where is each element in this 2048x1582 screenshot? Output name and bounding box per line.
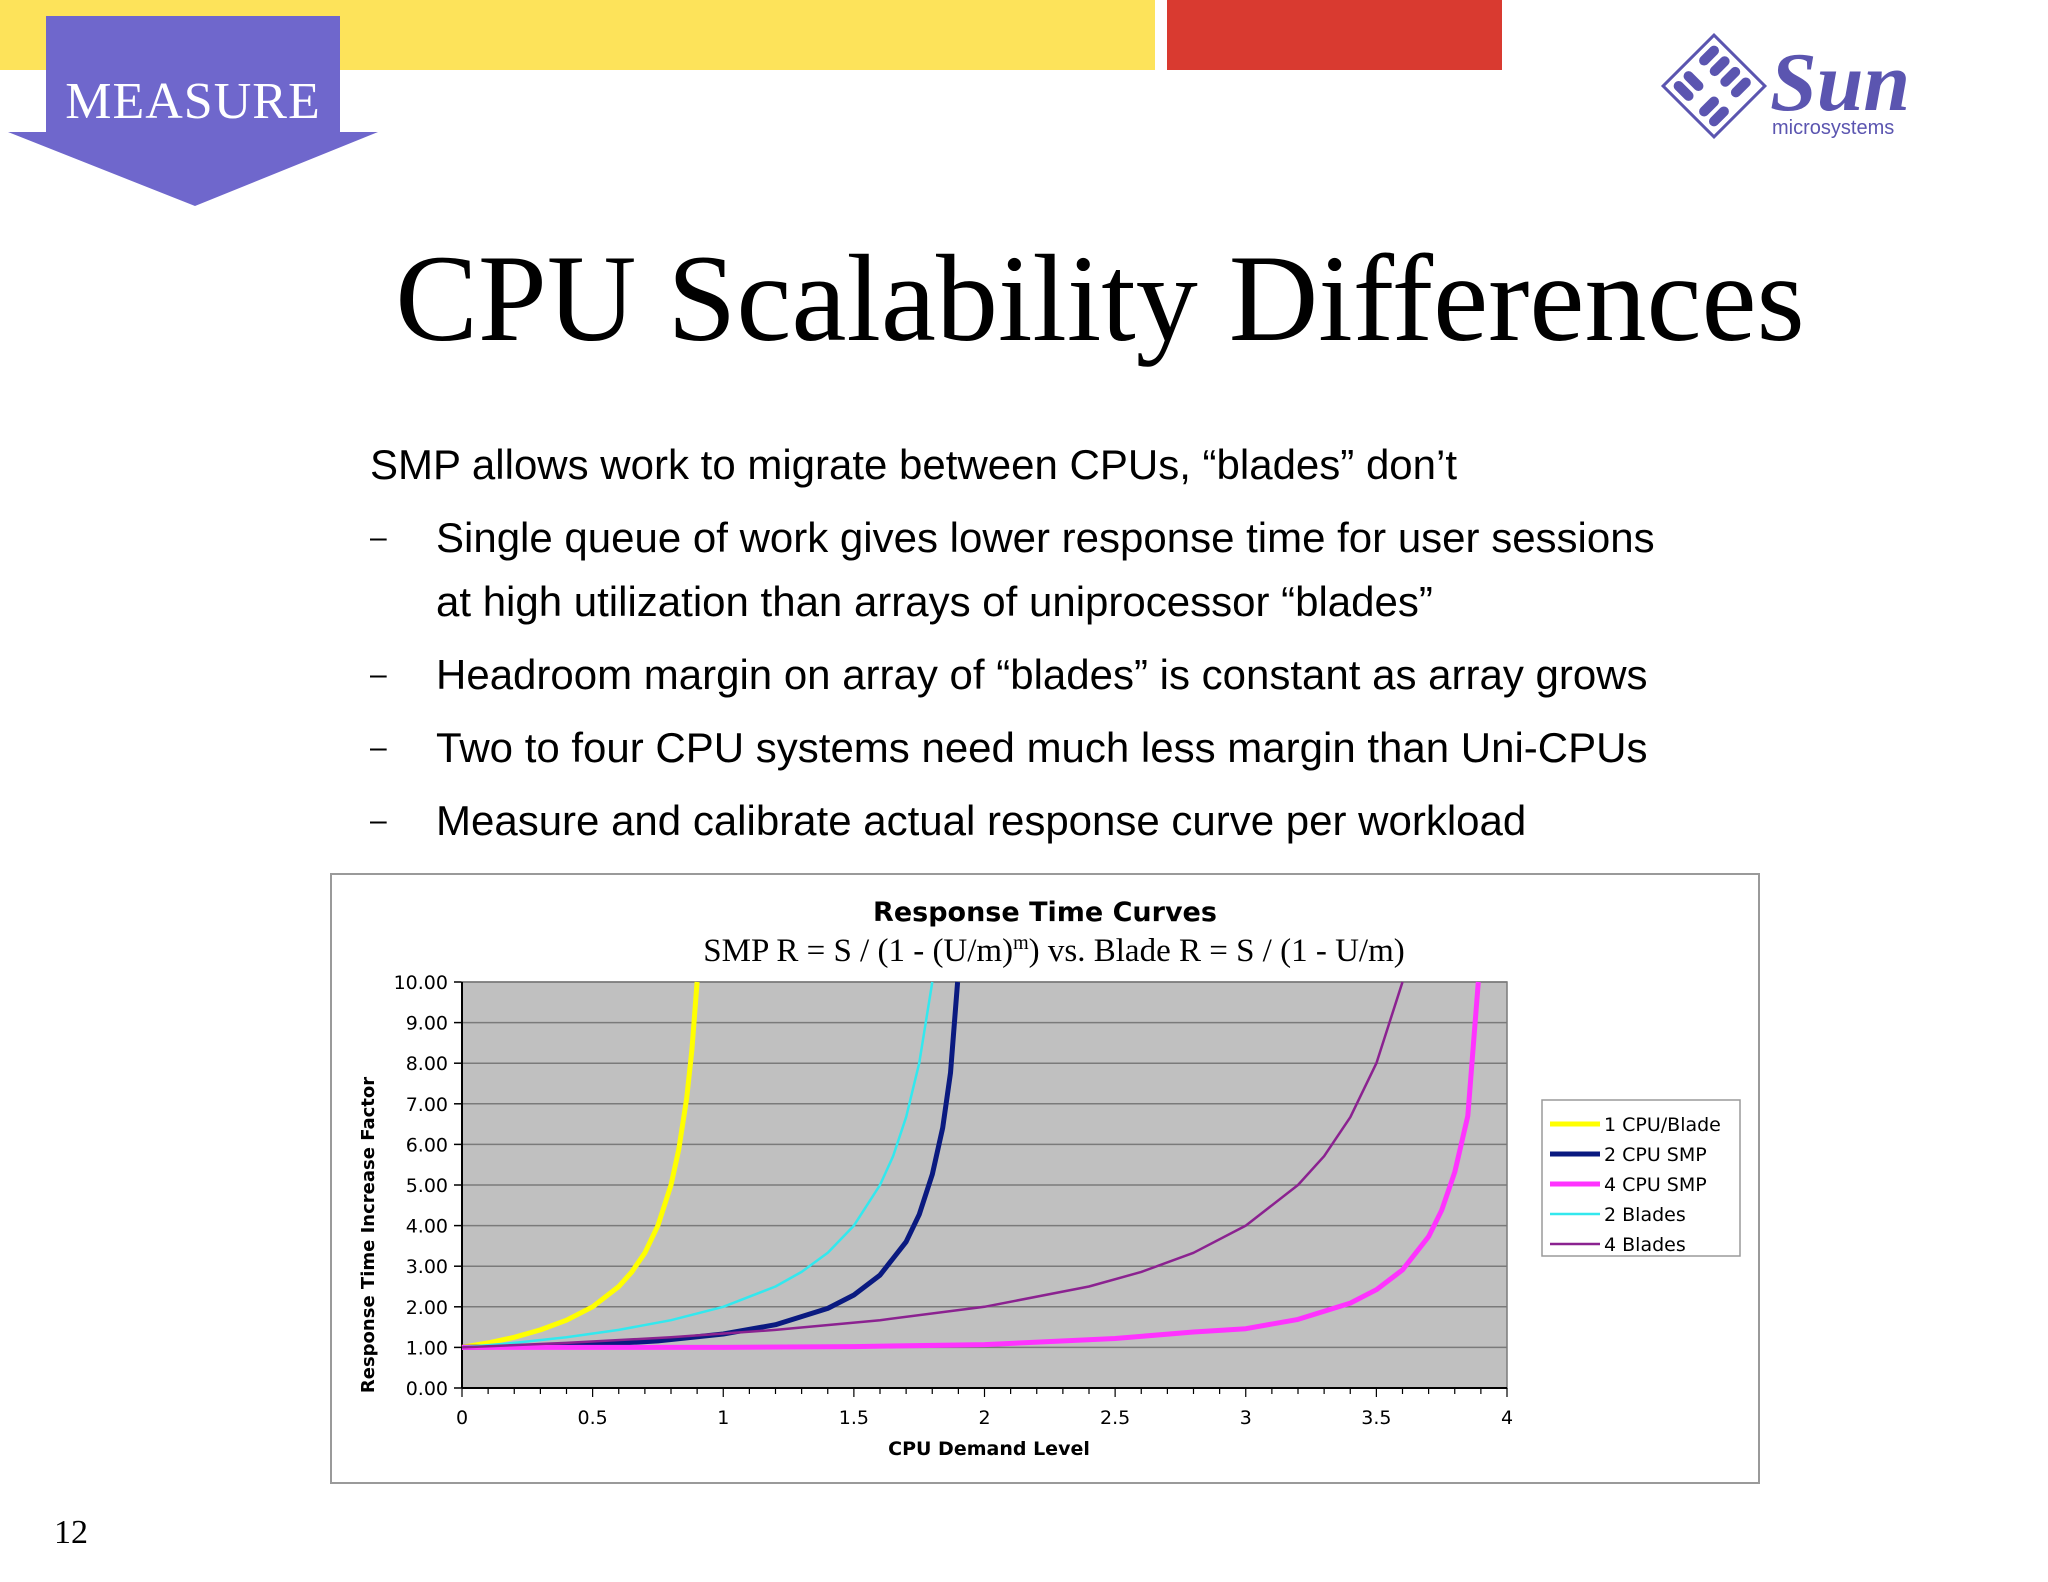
bullet-line: Two to four CPU systems need much less m… — [436, 724, 1648, 771]
y-tick-label: 10.00 — [394, 972, 448, 994]
bullet-line: Single queue of work gives lower respons… — [436, 514, 1655, 561]
y-tick-label: 6.00 — [406, 1134, 448, 1156]
series-line — [461, 981, 1404, 1349]
y-tick-label: 4.00 — [406, 1216, 448, 1238]
response-time-chart: Response Time Curves SMP R = S / (1 - (U… — [330, 873, 1760, 1484]
y-tick-label: 5.00 — [406, 1175, 448, 1197]
series-line — [461, 981, 961, 1350]
legend-entry: 2 CPU SMP — [1604, 1144, 1707, 1166]
x-axis-label: CPU Demand Level — [888, 1438, 1090, 1460]
x-tick-label: 2.5 — [1100, 1407, 1130, 1429]
x-tick-label: 3.5 — [1361, 1407, 1391, 1429]
bullet-line: Measure and calibrate actual response cu… — [436, 797, 1527, 844]
sun-logo: Sun microsystems — [1660, 30, 1930, 150]
chart-subtitle-part: ) vs. Blade R = S / (1 - U/m) — [1029, 933, 1405, 969]
bullet-marker: – — [370, 521, 387, 554]
x-tick-label: 3 — [1240, 1407, 1252, 1429]
chart-title: Response Time Curves — [873, 897, 1217, 928]
bullet-item: – Measure and calibrate actual response … — [370, 789, 1830, 853]
x-tick-label: 1.5 — [839, 1407, 869, 1429]
x-tick-label: 0.5 — [578, 1407, 608, 1429]
bullet-line: at high utilization than arrays of unipr… — [436, 578, 1433, 625]
legend-entry: 4 Blades — [1604, 1234, 1686, 1256]
chart-subtitle: SMP R = S / (1 - (U/m)m) vs. Blade R = S… — [703, 932, 1405, 969]
bullet-item: – Two to four CPU systems need much less… — [370, 716, 1830, 780]
bullet-marker: – — [370, 731, 387, 764]
slide-body: SMP allows work to migrate between CPUs,… — [370, 434, 1830, 862]
bullet-marker: – — [370, 658, 387, 691]
x-tick-label: 4 — [1501, 1407, 1513, 1429]
chart-subtitle-superscript: m — [1013, 932, 1029, 954]
chart-subtitle-part: SMP R = S / (1 - (U/m) — [703, 933, 1013, 969]
y-tick-label: 2.00 — [406, 1297, 448, 1319]
down-arrow-icon — [8, 16, 378, 206]
y-axis-label: Response Time Increase Factor — [358, 1077, 379, 1393]
bullet-item: – Single queue of work gives lower respo… — [370, 506, 1830, 634]
series-line — [461, 981, 700, 1350]
logo-subtitle: microsystems — [1772, 117, 1894, 139]
legend-entry: 1 CPU/Blade — [1604, 1114, 1721, 1136]
series-line — [462, 981, 1481, 1350]
sun-logo-icon: Sun microsystems — [1660, 32, 1910, 140]
series-line — [461, 981, 934, 1349]
y-tick-label: 7.00 — [406, 1094, 448, 1116]
section-badge: MEASURE — [0, 16, 390, 210]
bullet-item: – Headroom margin on array of “blades” i… — [370, 643, 1830, 707]
y-tick-label: 0.00 — [406, 1378, 448, 1400]
chart-legend: 1 CPU/Blade 2 CPU SMP 4 CPU SMP 2 Blades 4 B… — [1541, 1099, 1741, 1257]
header-red-bar — [1167, 0, 1502, 70]
y-tick-label: 9.00 — [406, 1013, 448, 1035]
x-tick-label: 0 — [456, 1407, 468, 1429]
section-label: MEASURE — [65, 73, 321, 130]
bullet-marker: – — [370, 804, 387, 837]
x-tick-label: 2 — [978, 1407, 990, 1429]
chart-canvas: Response Time Curves SMP R = S / (1 - (U… — [358, 897, 1741, 1460]
legend-entry: 4 CPU SMP — [1604, 1174, 1707, 1196]
x-tick-label: 1 — [717, 1407, 729, 1429]
y-tick-label: 1.00 — [406, 1337, 448, 1359]
legend-entry: 2 Blades — [1604, 1204, 1686, 1226]
bullet-line: Headroom margin on array of “blades” is … — [436, 651, 1648, 698]
logo-wordmark: Sun — [1770, 36, 1910, 129]
page-number: 12 — [54, 1514, 88, 1551]
y-tick-label: 8.00 — [406, 1053, 448, 1075]
slide-title: CPU Scalability Differences — [395, 230, 1805, 367]
lead-statement: SMP allows work to migrate between CPUs,… — [370, 441, 1458, 488]
y-tick-label: 3.00 — [406, 1256, 448, 1278]
